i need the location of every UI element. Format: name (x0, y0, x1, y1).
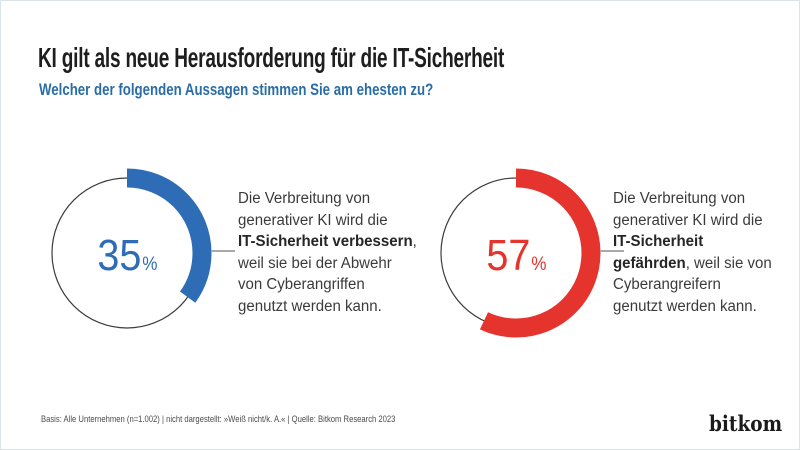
statement-line: Die Verbreitung von (238, 188, 422, 210)
statement-line: IT-Sicherheit verbessern, (238, 231, 422, 253)
donut-svg (42, 168, 212, 338)
statement-improve-security: Die Verbreitung von generativer KI wird d… (238, 188, 422, 317)
statement-endanger-security: Die Verbreitung von generativer KI wird d… (613, 188, 797, 317)
bitkom-logo: bitkom (708, 411, 782, 436)
statement-text: generativer KI wird die (613, 211, 763, 229)
statement-line: Cyberangreifern (613, 274, 797, 296)
statement-text: Die Verbreitung von (613, 190, 746, 207)
donut-arc (42, 168, 212, 338)
percent-label: 35 % (32, 161, 222, 351)
statement-emphasis: IT-Sicherheit verbessern (238, 233, 413, 250)
percent-value: 35 (96, 231, 141, 280)
connector-line (211, 250, 235, 252)
statement-line: generativer KI wird die (613, 210, 797, 232)
percent-sign: % (530, 254, 547, 275)
footer-source-note: Basis: Alle Unternehmen (n=1.002) | nich… (41, 414, 396, 424)
connector-line (600, 250, 624, 252)
statement-text: Die Verbreitung von (238, 190, 371, 207)
statement-line: generativer KI wird die (238, 210, 422, 232)
percent-sign: % (141, 254, 158, 275)
statement-text: von Cyberangriffen (238, 276, 365, 293)
percent-value: 57 (485, 231, 530, 280)
statement-text: genutzt werden kann. (238, 297, 382, 315)
statement-line: von Cyberangriffen (238, 274, 422, 296)
donut-endanger-security: 57 % (421, 158, 611, 348)
statement-text: , weil sie von (685, 254, 772, 272)
statement-text: genutzt werden kann. (613, 297, 757, 315)
statement-text: generativer KI wird die (238, 211, 388, 229)
statement-emphasis: IT-Sicherheit (613, 233, 704, 250)
statement-line: genutzt werden kann. (613, 296, 797, 318)
donut-improve-security: 35 % (32, 158, 222, 348)
donut-arc (431, 168, 601, 338)
statement-line: weil sie bei der Abwehr (238, 253, 422, 275)
statement-line: genutzt werden kann. (238, 296, 422, 318)
statement-text: Cyberangreifern (613, 276, 721, 293)
page-title: KI gilt als neue Herausforderung für die… (38, 42, 505, 73)
statement-line: gefährden, weil sie von (613, 253, 797, 275)
statement-line: Die Verbreitung von (613, 188, 797, 210)
statement-text: weil sie bei der Abwehr (238, 254, 392, 272)
percent-label: 57 % (421, 161, 611, 351)
statement-text: , (412, 233, 417, 250)
donut-svg (431, 168, 601, 338)
statement-line: IT-Sicherheit (613, 231, 797, 253)
statement-emphasis: gefährden (613, 254, 686, 272)
page-subtitle: Welcher der folgenden Aussagen stimmen S… (39, 80, 434, 99)
